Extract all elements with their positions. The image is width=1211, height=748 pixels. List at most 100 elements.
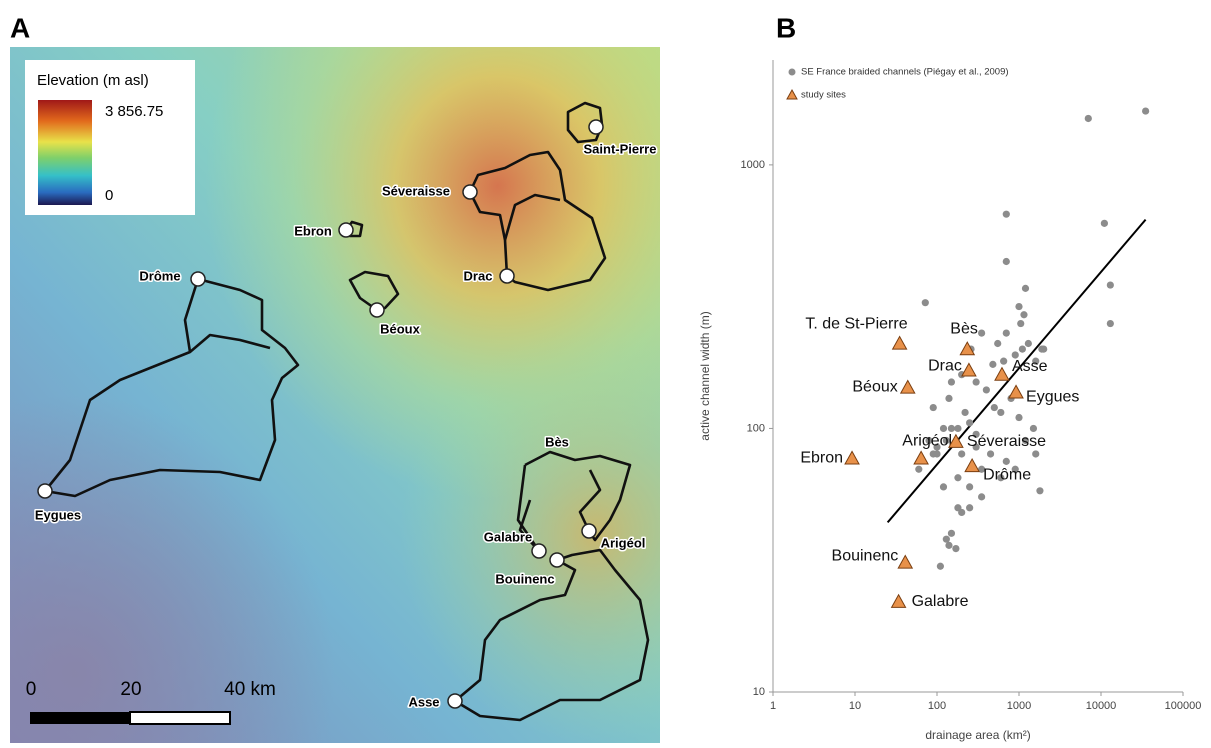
point — [1003, 458, 1010, 465]
site-label: Bès — [545, 434, 569, 449]
site-point-label: Arigéol — [902, 433, 952, 450]
site-point — [914, 451, 928, 464]
panel-label: B — [776, 12, 796, 43]
point — [930, 404, 937, 411]
x-tick-label: 1000 — [1007, 700, 1031, 712]
point — [958, 509, 965, 516]
point — [978, 493, 985, 500]
site-point — [962, 363, 976, 376]
site-label: Drac — [464, 268, 493, 283]
point — [945, 395, 952, 402]
site-marker — [589, 120, 603, 134]
legend-marker — [787, 90, 797, 99]
site-point-label: Béoux — [852, 379, 897, 396]
y-axis-label: active channel width (m) — [698, 311, 712, 440]
site-label: Arigéol — [601, 535, 646, 550]
site-label: Saint-Pierre — [584, 141, 657, 156]
scale-label: 40 km — [224, 679, 276, 700]
point — [1019, 346, 1026, 353]
point — [1015, 414, 1022, 421]
point — [937, 563, 944, 570]
site-label: Béoux — [380, 321, 421, 336]
point — [973, 378, 980, 385]
site-point — [965, 459, 979, 472]
point — [1017, 320, 1024, 327]
point — [994, 340, 1001, 347]
point — [1142, 107, 1149, 114]
x-tick-label: 10 — [849, 700, 861, 712]
site-label: Séveraisse — [382, 183, 450, 198]
site-marker — [550, 553, 564, 567]
site-label: Drôme — [139, 268, 180, 283]
point — [1022, 285, 1029, 292]
legend-min: 0 — [105, 187, 113, 204]
legend-max: 3 856.75 — [105, 103, 163, 120]
point — [1000, 358, 1007, 365]
site-label: Eygues — [35, 507, 81, 522]
legend-marker — [789, 69, 796, 76]
point — [933, 450, 940, 457]
point — [1015, 303, 1022, 310]
point — [1025, 340, 1032, 347]
point — [1003, 330, 1010, 337]
point — [940, 483, 947, 490]
point — [966, 504, 973, 511]
scale-bar — [130, 712, 230, 724]
site-marker — [448, 694, 462, 708]
chart: 110100100010000100000101001000drainage a… — [698, 60, 1201, 742]
site-point-label: Drac — [928, 358, 962, 375]
point — [987, 450, 994, 457]
point — [1101, 220, 1108, 227]
site-point — [1009, 385, 1023, 398]
x-tick-label: 100000 — [1165, 700, 1202, 712]
legend-label: SE France braided channels (Piégay et al… — [801, 67, 1009, 78]
point — [966, 419, 973, 426]
site-marker — [339, 223, 353, 237]
site-point — [892, 595, 906, 608]
elevation-colorbar — [38, 100, 92, 205]
point — [1003, 258, 1010, 265]
point — [966, 483, 973, 490]
site-point-label: Ebron — [800, 450, 843, 467]
point — [1003, 211, 1010, 218]
point — [1030, 425, 1037, 432]
site-point — [995, 368, 1009, 381]
site-marker — [38, 484, 52, 498]
site-marker — [463, 185, 477, 199]
site-point-label: Drôme — [983, 466, 1031, 483]
site-point-label: Séveraisse — [967, 433, 1046, 450]
panel-label: A — [10, 12, 30, 43]
x-tick-label: 10000 — [1086, 700, 1117, 712]
x-tick-label: 1 — [770, 700, 776, 712]
site-marker — [370, 303, 384, 317]
figure: A B Elevation (m asl) 3 856.75 0 0 20 40… — [0, 0, 1211, 748]
point — [948, 425, 955, 432]
point — [1020, 311, 1027, 318]
site-marker — [532, 544, 546, 558]
y-tick-label: 10 — [753, 686, 765, 698]
point — [954, 474, 961, 481]
y-tick-label: 1000 — [741, 159, 765, 171]
point — [958, 450, 965, 457]
point — [978, 330, 985, 337]
site-label: Ebron — [294, 223, 332, 238]
point — [1107, 320, 1114, 327]
scale-bar — [30, 712, 130, 724]
point — [1036, 487, 1043, 494]
point — [961, 409, 968, 416]
point — [954, 425, 961, 432]
point — [1085, 115, 1092, 122]
point — [1107, 281, 1114, 288]
site-marker — [500, 269, 514, 283]
site-label: Asse — [408, 694, 439, 709]
scale-label: 20 — [120, 679, 141, 700]
site-point — [893, 337, 907, 350]
point — [983, 386, 990, 393]
site-point-label: Eygues — [1026, 389, 1079, 406]
point — [948, 530, 955, 537]
site-marker — [191, 272, 205, 286]
point — [948, 378, 955, 385]
site-point — [901, 381, 915, 394]
point — [915, 466, 922, 473]
site-point-label: Bès — [950, 320, 978, 337]
